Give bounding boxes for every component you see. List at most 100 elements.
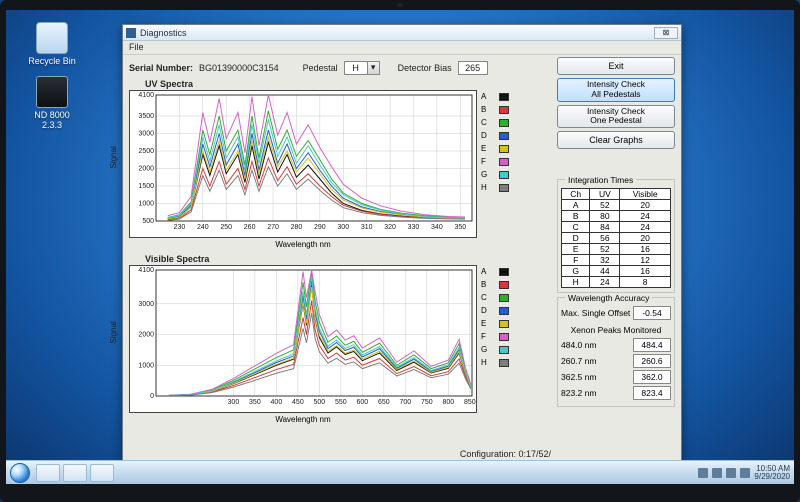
integration-times-group: Integration Times ChUVVisibleA5220B8024C… — [557, 179, 675, 293]
svg-text:230: 230 — [174, 224, 186, 231]
legend-swatch — [499, 171, 509, 179]
legend-item: H — [481, 356, 509, 369]
serial-value: BG01390000C3154 — [199, 63, 279, 73]
legend-swatch — [499, 320, 509, 328]
svg-text:4100: 4100 — [138, 267, 154, 274]
taskbar-pin[interactable] — [63, 464, 87, 482]
wavelength-accuracy-group: Wavelength Accuracy Max. Single Offset -… — [557, 297, 675, 407]
peak-measured: 484.4 — [633, 338, 671, 352]
svg-text:400: 400 — [271, 399, 283, 406]
svg-text:3000: 3000 — [138, 301, 154, 308]
table-row: C8424 — [562, 222, 671, 233]
legend-swatch — [499, 268, 509, 276]
table-row: H248 — [562, 277, 671, 288]
titlebar[interactable]: Diagnostics ⊠ — [123, 25, 681, 41]
clear-graphs-button[interactable]: Clear Graphs — [557, 131, 675, 149]
svg-text:270: 270 — [267, 224, 279, 231]
uv-ylabel: Signal — [109, 146, 118, 168]
svg-text:240: 240 — [197, 224, 209, 231]
table-row: F3212 — [562, 255, 671, 266]
network-icon[interactable] — [726, 468, 736, 478]
legend-item: G — [481, 343, 509, 356]
desktop-icon-nd8000[interactable]: ND 8000 2.3.3 — [24, 76, 80, 130]
xenon-peaks-list: 484.0 nm484.4260.7 nm260.6362.5 nm362.08… — [561, 338, 671, 400]
peak-measured: 362.0 — [633, 370, 671, 384]
chevron-down-icon: ▾ — [368, 61, 380, 75]
uv-chart-title: UV Spectra — [129, 79, 541, 89]
intensity-one-line2: One Pedestal — [560, 116, 672, 126]
svg-text:500: 500 — [142, 218, 154, 225]
svg-text:2000: 2000 — [138, 166, 154, 173]
svg-text:0: 0 — [150, 393, 154, 400]
svg-text:500: 500 — [314, 399, 326, 406]
taskbar-pin[interactable] — [90, 464, 114, 482]
recycle-bin-icon — [36, 22, 68, 54]
table-header: UV — [590, 189, 620, 200]
volume-icon[interactable] — [740, 468, 750, 478]
menu-file[interactable]: File — [129, 42, 144, 52]
svg-text:280: 280 — [291, 224, 303, 231]
svg-text:320: 320 — [384, 224, 396, 231]
window-close-button[interactable]: ⊠ — [654, 27, 678, 39]
peak-measured: 260.6 — [633, 354, 671, 368]
vis-xlabel: Wavelength nm — [275, 415, 330, 424]
svg-text:290: 290 — [314, 224, 326, 231]
svg-text:330: 330 — [408, 224, 420, 231]
configuration-readout: Configuration: 0:17/52/ — [460, 449, 551, 459]
intensity-one-button[interactable]: Intensity Check One Pedestal — [557, 105, 675, 129]
legend-item: E — [481, 142, 509, 155]
webcam — [397, 3, 403, 7]
legend-swatch — [499, 93, 509, 101]
legend-swatch — [499, 307, 509, 315]
table-header: Ch — [562, 189, 590, 200]
svg-text:2500: 2500 — [138, 148, 154, 155]
vis-chart-title: Visible Spectra — [129, 254, 541, 264]
exit-button[interactable]: Exit — [557, 57, 675, 75]
peak-ref: 484.0 nm — [561, 340, 596, 350]
legend-swatch — [499, 359, 509, 367]
table-header: Visible — [620, 189, 671, 200]
svg-text:3500: 3500 — [138, 113, 154, 120]
svg-text:700: 700 — [400, 399, 412, 406]
pedestal-value: H — [344, 61, 368, 75]
app-icon — [126, 28, 136, 38]
svg-text:550: 550 — [335, 399, 347, 406]
taskbar-pin[interactable] — [36, 464, 60, 482]
desktop-icon-label: ND 8000 2.3.3 — [24, 110, 80, 130]
system-tray[interactable]: 10:50 AM 9/29/2020 — [698, 465, 790, 481]
peak-ref: 260.7 nm — [561, 356, 596, 366]
desktop-icon-label: Recycle Bin — [24, 56, 80, 66]
uv-chart-block: UV Spectra Signal Wavelength nm 50010001… — [129, 79, 541, 238]
desktop-icon-recycle-bin[interactable]: Recycle Bin — [24, 22, 80, 66]
visible-spectra-chart: Signal Wavelength nm 0100020003000410030… — [129, 265, 477, 413]
intensity-all-button[interactable]: Intensity Check All Pedestals — [557, 78, 675, 102]
svg-text:850: 850 — [464, 399, 476, 406]
tray-icon[interactable] — [712, 468, 722, 478]
taskbar-pins — [36, 464, 114, 482]
legend-swatch — [499, 132, 509, 140]
pedestal-select[interactable]: H ▾ — [344, 61, 380, 75]
vis-legend: ABCDEFGH — [481, 265, 509, 413]
legend-swatch — [499, 106, 509, 114]
svg-text:2000: 2000 — [138, 332, 154, 339]
svg-text:300: 300 — [337, 224, 349, 231]
legend-item: A — [481, 90, 509, 103]
legend-item: D — [481, 304, 509, 317]
taskbar-clock[interactable]: 10:50 AM 9/29/2020 — [754, 465, 790, 481]
nd8000-icon — [36, 76, 68, 108]
tray-icon[interactable] — [698, 468, 708, 478]
svg-text:350: 350 — [249, 399, 261, 406]
svg-text:1000: 1000 — [138, 362, 154, 369]
table-row: B8024 — [562, 211, 671, 222]
legend-item: A — [481, 265, 509, 278]
svg-text:1000: 1000 — [138, 201, 154, 208]
svg-text:300: 300 — [228, 399, 240, 406]
start-button[interactable] — [10, 463, 30, 483]
right-column: Exit Intensity Check All Pedestals Inten… — [557, 57, 675, 407]
legend-swatch — [499, 184, 509, 192]
legend-swatch — [499, 145, 509, 153]
svg-text:340: 340 — [431, 224, 443, 231]
uv-xlabel: Wavelength nm — [275, 240, 330, 249]
legend-item: B — [481, 278, 509, 291]
legend-swatch — [499, 281, 509, 289]
